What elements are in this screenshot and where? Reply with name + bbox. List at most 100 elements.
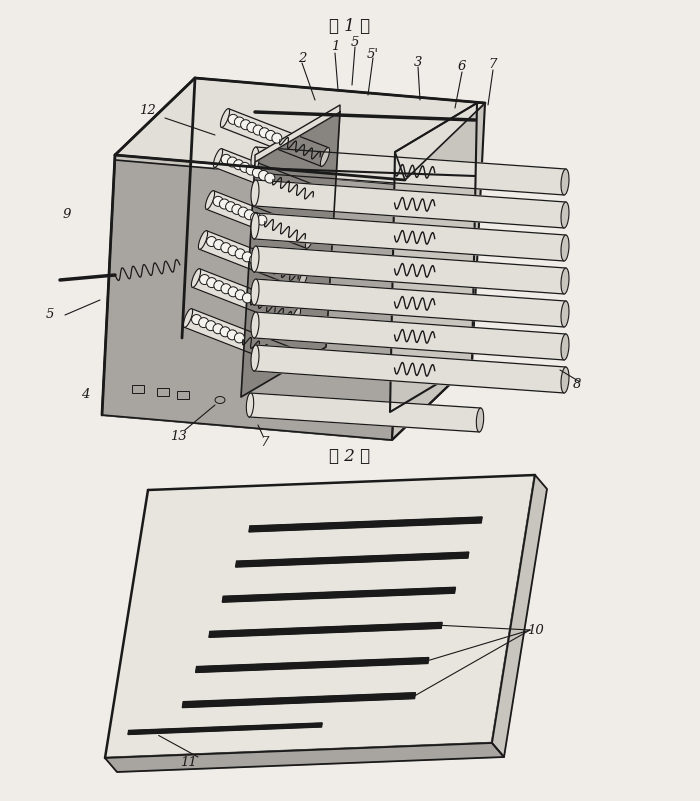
Circle shape bbox=[234, 159, 244, 170]
Ellipse shape bbox=[251, 279, 259, 305]
Polygon shape bbox=[254, 180, 566, 228]
Circle shape bbox=[199, 275, 209, 284]
Bar bbox=[177, 391, 189, 399]
Circle shape bbox=[220, 327, 230, 336]
Polygon shape bbox=[209, 622, 442, 638]
Circle shape bbox=[213, 324, 223, 334]
Circle shape bbox=[199, 317, 209, 328]
Polygon shape bbox=[195, 658, 429, 673]
Ellipse shape bbox=[205, 191, 215, 209]
Ellipse shape bbox=[298, 270, 307, 288]
Circle shape bbox=[228, 157, 237, 167]
Ellipse shape bbox=[291, 308, 300, 326]
Circle shape bbox=[265, 173, 275, 183]
Circle shape bbox=[228, 287, 238, 297]
Circle shape bbox=[206, 278, 217, 288]
Circle shape bbox=[221, 284, 231, 294]
Ellipse shape bbox=[305, 230, 314, 248]
Ellipse shape bbox=[321, 147, 330, 167]
Ellipse shape bbox=[251, 345, 259, 371]
Polygon shape bbox=[241, 112, 340, 397]
Polygon shape bbox=[392, 103, 485, 440]
Circle shape bbox=[272, 133, 282, 143]
Polygon shape bbox=[395, 103, 485, 180]
Circle shape bbox=[246, 165, 256, 175]
Text: 2: 2 bbox=[298, 51, 306, 65]
Text: 第 2 図: 第 2 図 bbox=[330, 448, 370, 465]
Ellipse shape bbox=[251, 147, 259, 173]
Ellipse shape bbox=[476, 408, 484, 432]
Polygon shape bbox=[214, 149, 321, 207]
Circle shape bbox=[265, 131, 276, 140]
Circle shape bbox=[206, 320, 216, 331]
Ellipse shape bbox=[251, 312, 259, 338]
Circle shape bbox=[234, 117, 244, 127]
Ellipse shape bbox=[251, 246, 259, 272]
Ellipse shape bbox=[214, 149, 223, 167]
Text: 11: 11 bbox=[180, 755, 197, 768]
Circle shape bbox=[228, 246, 238, 256]
Circle shape bbox=[219, 199, 230, 209]
Polygon shape bbox=[199, 231, 307, 288]
Ellipse shape bbox=[284, 348, 293, 366]
Polygon shape bbox=[223, 587, 456, 602]
Bar bbox=[132, 385, 144, 393]
Polygon shape bbox=[254, 279, 566, 327]
Bar bbox=[157, 388, 169, 396]
Ellipse shape bbox=[561, 169, 569, 195]
Polygon shape bbox=[105, 743, 504, 772]
Text: 3: 3 bbox=[414, 55, 422, 69]
Circle shape bbox=[214, 239, 224, 250]
Circle shape bbox=[258, 171, 269, 180]
Polygon shape bbox=[254, 345, 566, 393]
Polygon shape bbox=[249, 517, 482, 532]
Circle shape bbox=[242, 293, 253, 303]
Polygon shape bbox=[182, 693, 416, 707]
Ellipse shape bbox=[220, 109, 230, 127]
Text: 1: 1 bbox=[331, 41, 340, 54]
Circle shape bbox=[234, 333, 244, 343]
Circle shape bbox=[260, 127, 270, 138]
Circle shape bbox=[257, 215, 267, 225]
Circle shape bbox=[225, 202, 236, 211]
Polygon shape bbox=[193, 268, 300, 326]
Polygon shape bbox=[254, 213, 566, 261]
Ellipse shape bbox=[561, 235, 569, 261]
Polygon shape bbox=[254, 246, 566, 294]
Polygon shape bbox=[102, 338, 472, 440]
Ellipse shape bbox=[561, 268, 569, 294]
Text: 12: 12 bbox=[139, 103, 155, 116]
Circle shape bbox=[235, 249, 245, 259]
Circle shape bbox=[213, 196, 223, 207]
Polygon shape bbox=[254, 147, 566, 195]
Polygon shape bbox=[115, 78, 485, 180]
Polygon shape bbox=[105, 475, 535, 758]
Ellipse shape bbox=[246, 393, 253, 417]
Text: 8: 8 bbox=[573, 379, 581, 392]
Circle shape bbox=[242, 252, 252, 262]
Circle shape bbox=[228, 330, 237, 340]
Polygon shape bbox=[102, 78, 195, 415]
Circle shape bbox=[253, 167, 262, 178]
Circle shape bbox=[249, 255, 260, 265]
Circle shape bbox=[253, 125, 263, 135]
Circle shape bbox=[251, 212, 260, 223]
Circle shape bbox=[235, 290, 245, 300]
Circle shape bbox=[232, 204, 242, 215]
Ellipse shape bbox=[561, 301, 569, 327]
Circle shape bbox=[214, 280, 224, 291]
Text: 7: 7 bbox=[489, 58, 497, 71]
Ellipse shape bbox=[198, 231, 208, 249]
Polygon shape bbox=[492, 475, 547, 757]
Ellipse shape bbox=[191, 268, 201, 288]
Text: 7: 7 bbox=[261, 436, 270, 449]
Text: 5: 5 bbox=[351, 35, 359, 49]
Ellipse shape bbox=[251, 180, 259, 206]
Circle shape bbox=[244, 210, 254, 219]
Polygon shape bbox=[128, 723, 322, 735]
Ellipse shape bbox=[561, 367, 569, 393]
Polygon shape bbox=[102, 160, 405, 440]
Ellipse shape bbox=[314, 187, 323, 207]
Circle shape bbox=[192, 315, 202, 324]
Polygon shape bbox=[255, 105, 340, 162]
